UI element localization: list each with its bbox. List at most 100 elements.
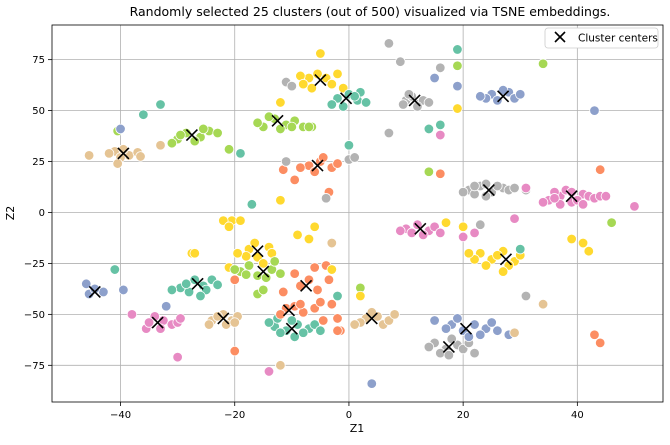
cluster-center-marker [251, 245, 264, 258]
x-tick-label: 20 [457, 410, 470, 421]
scatter-point [435, 62, 446, 73]
scatter-point [326, 237, 338, 249]
scatter-point [594, 164, 606, 175]
scatter-point [583, 245, 594, 257]
grid-lines [52, 25, 663, 402]
cluster-point [229, 317, 240, 328]
scatter-point [172, 351, 183, 363]
cluster-point [81, 278, 92, 290]
x-tick-label: −20 [224, 410, 245, 421]
cluster-point [475, 91, 486, 102]
cluster-point [452, 313, 463, 324]
cluster-point [258, 284, 269, 296]
cluster-center-marker [414, 222, 427, 235]
cluster-point [332, 68, 343, 80]
cluster-point [309, 262, 320, 273]
cluster-center-marker [442, 340, 455, 354]
cluster-point [497, 266, 509, 277]
cluster-point [203, 319, 215, 330]
cluster-point [469, 347, 480, 359]
scatter-point [435, 168, 446, 179]
scatter-point [383, 38, 395, 49]
cluster-point [443, 349, 455, 361]
cluster-center-marker [408, 94, 421, 107]
cluster-point [360, 97, 372, 108]
cluster-point [446, 333, 457, 345]
cluster-point [486, 317, 497, 328]
cluster-point [326, 99, 338, 110]
scatter-point [577, 237, 589, 249]
y-tick-label: 25 [32, 157, 45, 168]
cluster-point [423, 97, 435, 108]
cluster-center-marker [565, 190, 578, 203]
cluster-center-marker [497, 90, 510, 103]
cluster-point [175, 313, 186, 324]
scatter-point [457, 231, 469, 243]
cluster-point [366, 307, 377, 318]
scatter-point [520, 182, 532, 194]
scatter-point [229, 274, 240, 285]
cluster-point [423, 341, 435, 353]
cluster-center-marker [499, 253, 513, 266]
scatter-point [423, 166, 435, 177]
cluster-point [232, 248, 243, 259]
cluster-point [229, 264, 240, 275]
cluster-center-marker [340, 92, 353, 105]
scatter-point [509, 327, 520, 338]
cluster-point [389, 309, 400, 320]
scatter-point [452, 80, 463, 92]
y-tick-label: −25 [24, 259, 45, 270]
scatter-point [452, 60, 463, 71]
scatter-point [332, 290, 343, 302]
cluster-point [260, 272, 272, 283]
cluster-center-marker [314, 73, 327, 87]
cluster-point [537, 197, 549, 208]
cluster-point [463, 248, 475, 259]
cluster-point [475, 329, 486, 340]
scatter-point [435, 119, 446, 131]
cluster-point [480, 178, 492, 190]
cluster-point [135, 151, 146, 162]
scatter-point [509, 213, 520, 224]
cluster-point [195, 290, 206, 302]
cluster-point [397, 99, 409, 110]
cluster-center-marker [282, 304, 296, 317]
scatter-point [343, 140, 355, 151]
cluster-point [235, 215, 246, 226]
cluster-point [289, 268, 300, 279]
cluster-center-marker [311, 159, 324, 172]
cluster-point [112, 158, 123, 169]
cluster-point [338, 101, 349, 112]
cluster-point [275, 268, 286, 279]
cluster-point [549, 193, 560, 204]
cluster-point [600, 190, 612, 202]
y-axis-ticks: −75 −50 −25 0 25 50 75 [24, 55, 52, 372]
cluster-center-marker [257, 265, 270, 278]
scatter-point [138, 109, 149, 120]
cluster-point [349, 319, 360, 330]
cluster-point [492, 95, 503, 106]
scatter-point [286, 80, 298, 92]
legend-x-marker-icon [554, 31, 566, 43]
scatter-point [589, 329, 600, 340]
cluster-point [180, 278, 192, 290]
scatter-point [383, 127, 395, 139]
cluster-point [298, 327, 309, 338]
cluster-point [315, 325, 326, 336]
cluster-point [326, 298, 338, 310]
cluster-point [395, 225, 406, 237]
cluster-point [286, 315, 298, 326]
cluster-point [323, 274, 335, 285]
cluster-point [286, 121, 298, 133]
cluster-point [312, 284, 323, 296]
y-axis-label: Z2 [4, 206, 17, 221]
scatter-point [395, 56, 406, 67]
scatter-point [320, 193, 332, 204]
scatter-point [326, 264, 338, 275]
scatter-point [606, 217, 617, 228]
cluster-point [189, 274, 200, 285]
x-axis-label: Z1 [350, 422, 365, 435]
cluster-point [629, 201, 640, 212]
cluster-point [332, 313, 343, 324]
